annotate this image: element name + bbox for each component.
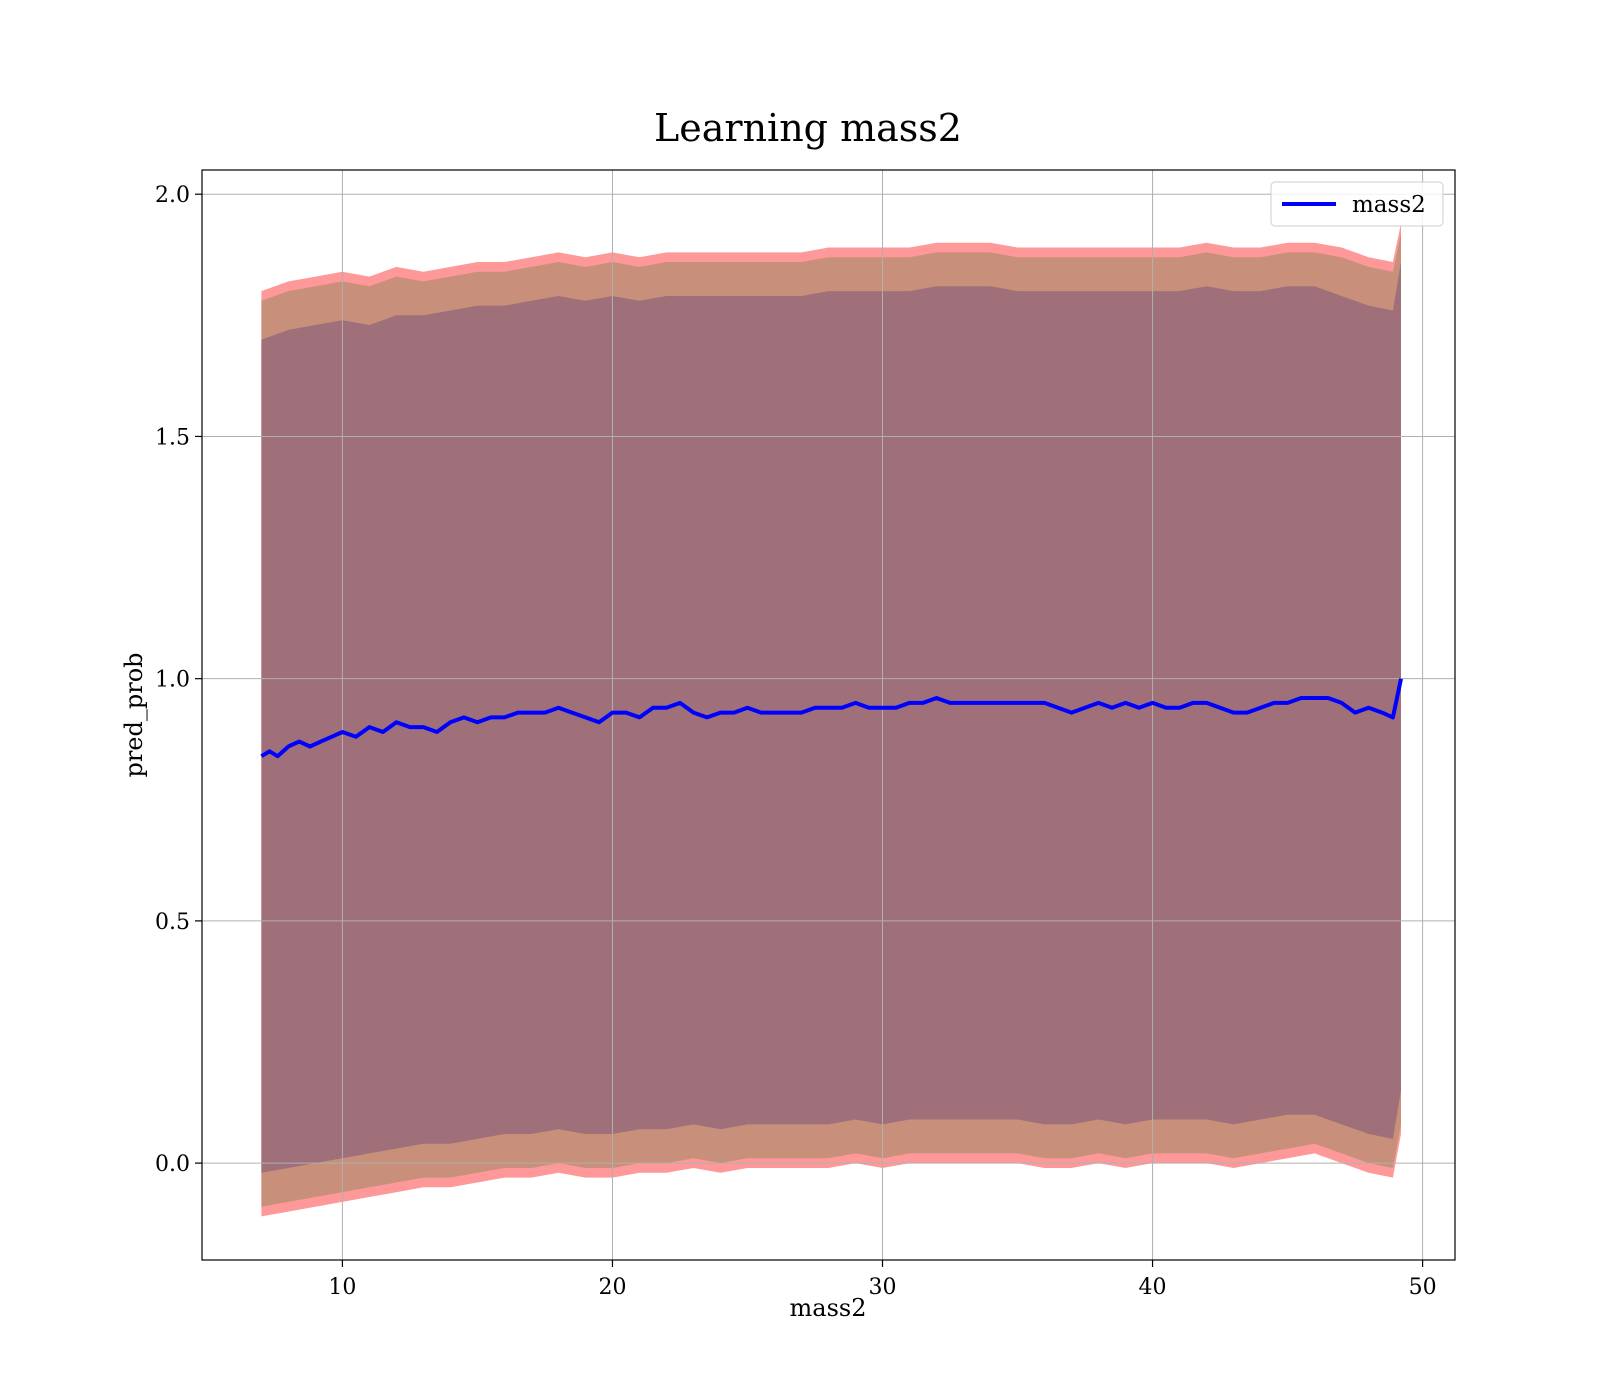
series-lines [260, 678, 1403, 759]
x-axis-label: mass2 [790, 1294, 867, 1322]
y-axis-ticks: 0.0 0.5 1.0 1.5 2.0 [155, 183, 202, 1177]
x-tick-label: 20 [598, 1275, 626, 1300]
x-tick-label: 10 [328, 1275, 356, 1300]
y-tick-label: 1.0 [155, 668, 190, 693]
x-tick-label: 40 [1139, 1275, 1167, 1300]
legend-label: mass2 [1352, 192, 1426, 218]
y-tick-label: 2.0 [155, 183, 190, 208]
series-line-mass2 [260, 678, 1403, 759]
legend-box [1270, 181, 1444, 227]
x-tick-label: 50 [1409, 1275, 1437, 1300]
y-tick-label: 1.5 [155, 425, 190, 450]
legend: mass2 [1270, 181, 1444, 227]
y-tick-label: 0.0 [155, 1152, 190, 1177]
chart-title: Learning mass2 [654, 106, 962, 150]
uncertainty-bands [261, 223, 1401, 1217]
x-axis-ticks: 10 20 30 40 50 [328, 1260, 1437, 1300]
y-tick-label: 0.5 [155, 910, 190, 935]
y-axis-label: pred_prob [120, 652, 148, 777]
band-inner [261, 262, 1401, 1173]
plot-frame [201, 169, 1456, 1261]
grid-lines [202, 170, 1455, 1260]
x-tick-label: 30 [869, 1275, 897, 1300]
